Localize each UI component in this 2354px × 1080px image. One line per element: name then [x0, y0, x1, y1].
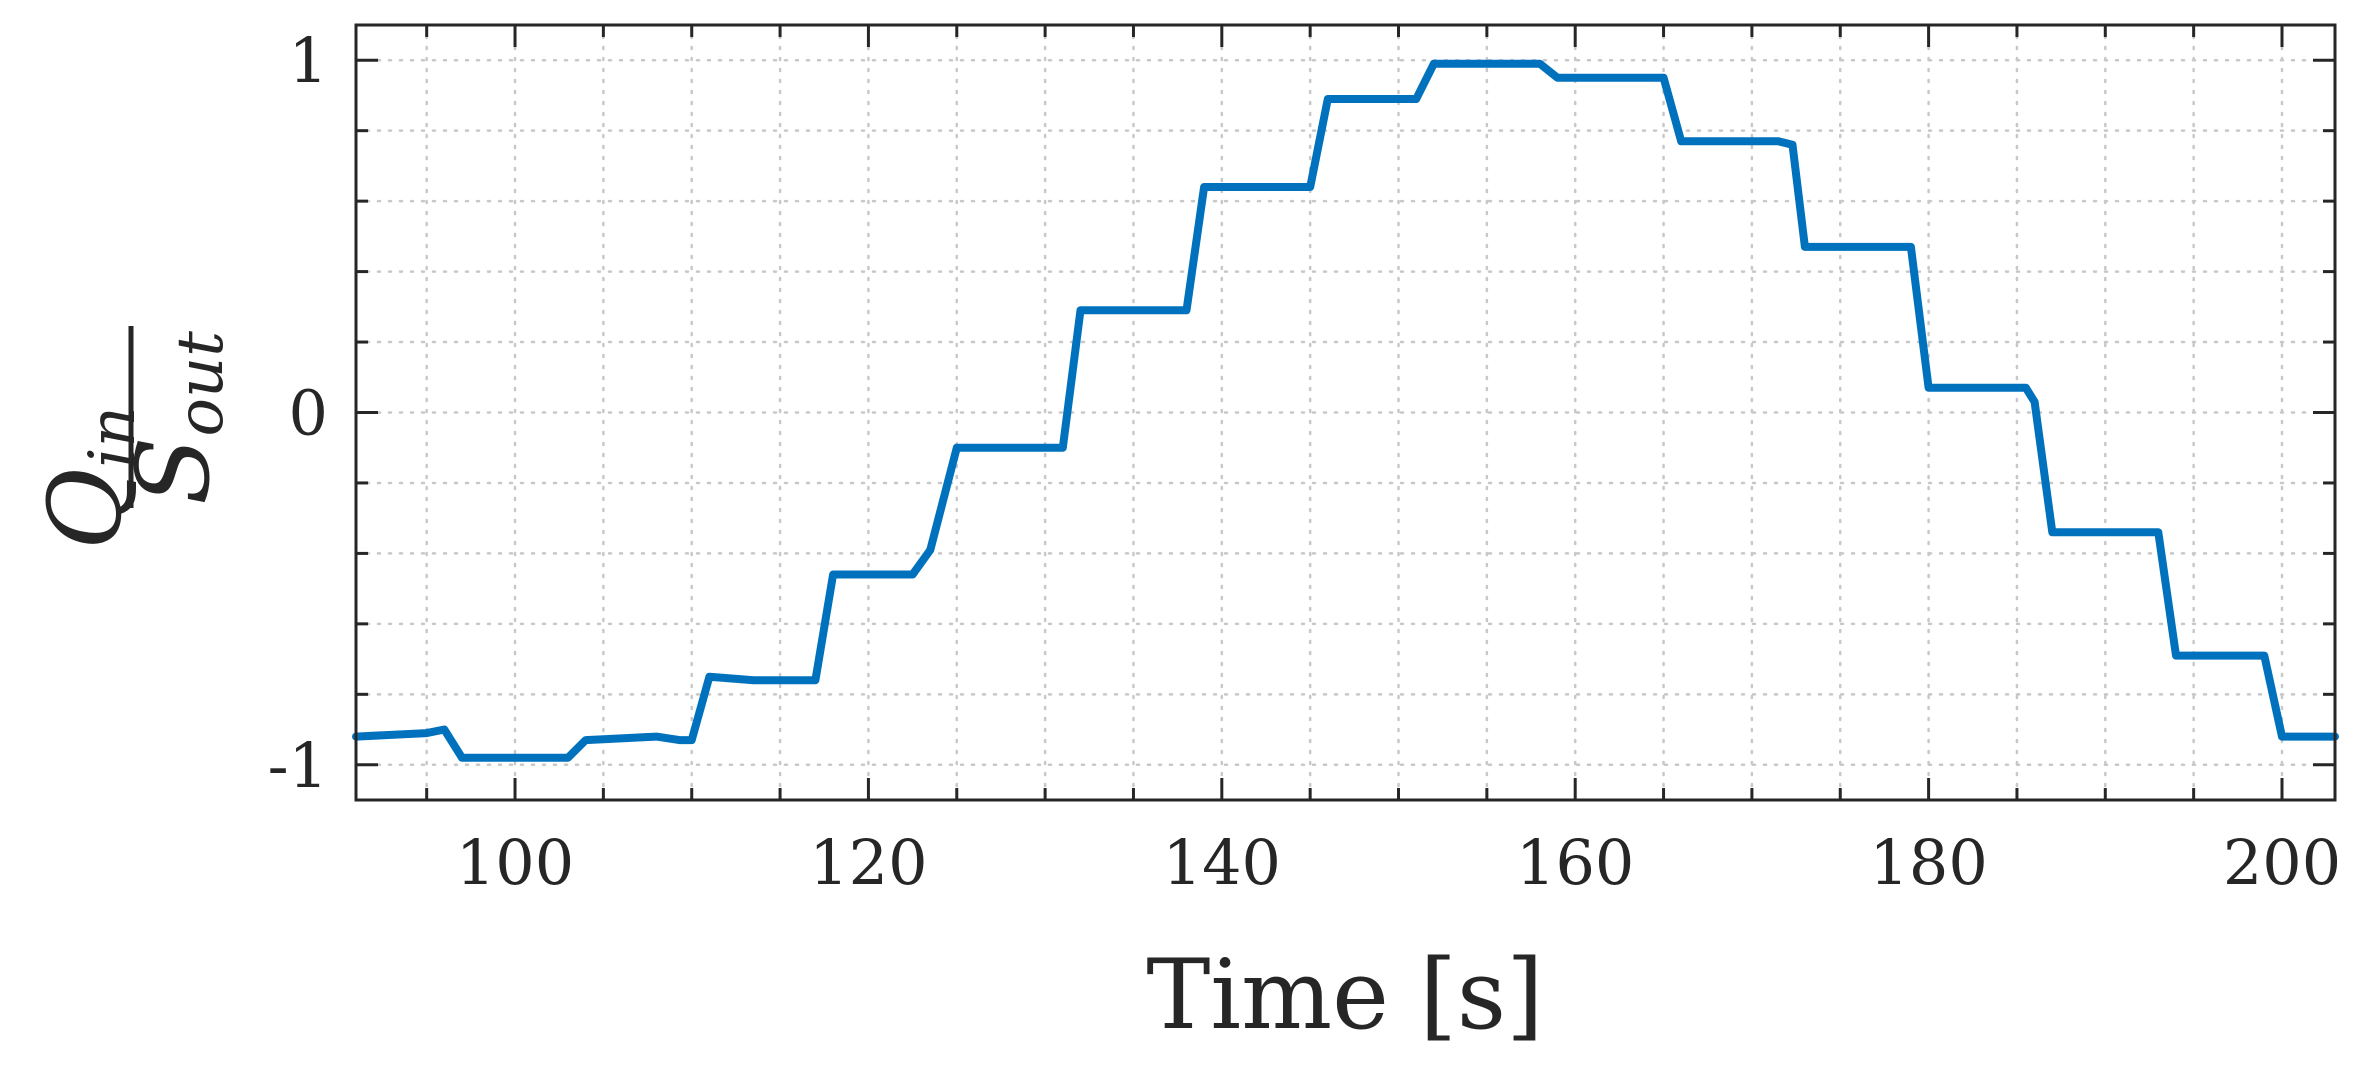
x-tick-labels: 100 120 140 160 180 200	[456, 826, 2341, 899]
x-tick-label: 120	[809, 826, 927, 899]
y-label-numerator-symbol: Q	[27, 468, 144, 550]
x-tick-label: 140	[1163, 826, 1281, 899]
x-axis-label: Time [s]	[1146, 939, 1543, 1051]
y-label-denominator-subscript: out	[164, 331, 238, 437]
y-grid	[354, 58, 2337, 767]
x-tick-label: 200	[2223, 826, 2341, 899]
y-tick-label: 1	[289, 24, 328, 97]
y-tick-label: 0	[289, 377, 328, 450]
x-tick-label: 100	[456, 826, 574, 899]
y-axis-label: Qin Sout	[27, 326, 238, 550]
y-label-numerator: Qin	[27, 406, 150, 550]
axis-ticks	[356, 25, 2335, 800]
y-label-denominator: Sout	[115, 331, 238, 505]
y-tick-label: -1	[268, 729, 328, 802]
x-tick-label: 180	[1869, 826, 1987, 899]
x-tick-label: 160	[1516, 826, 1634, 899]
series-line	[352, 59, 2339, 762]
y-label-denominator-symbol: S	[115, 436, 232, 505]
plot-frame	[354, 23, 2337, 802]
y-label-numerator-subscript: in	[76, 406, 150, 468]
y-tick-labels: -1 0 1	[268, 24, 328, 802]
